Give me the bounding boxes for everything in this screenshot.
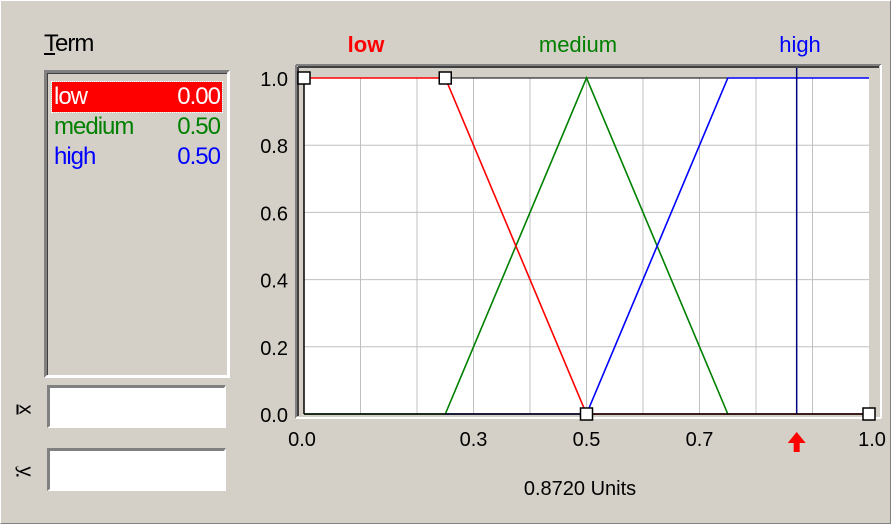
cursor-value-label: 0.8720 Units <box>524 478 636 500</box>
term-item-value: 0.50 <box>177 143 221 170</box>
x-tick-label: 0.5 <box>573 429 601 451</box>
y-tick-label: 0.8 <box>260 136 288 158</box>
x-tick-label: 0.0 <box>288 429 316 451</box>
x-tick-label: 0.3 <box>460 429 488 451</box>
chart-term-title-high: high <box>779 32 821 57</box>
handle-point[interactable] <box>297 71 311 85</box>
term-item-name: medium <box>54 113 134 140</box>
y-tick-label: 0.0 <box>260 405 288 427</box>
term-item-medium[interactable]: medium 0.50 <box>52 112 222 142</box>
x-tick-label: 0.7 <box>686 429 714 451</box>
term-item-high[interactable]: high 0.50 <box>52 142 222 172</box>
cursor-arrow-icon[interactable] <box>787 432 806 452</box>
y-field[interactable] <box>47 448 226 491</box>
y-tick-label: 0.6 <box>260 203 288 225</box>
y-tick-label: 1.0 <box>260 69 288 91</box>
y-tick-label: 0.2 <box>260 338 288 360</box>
term-label: Term <box>44 30 94 58</box>
handle-point[interactable] <box>862 407 876 421</box>
handle-point[interactable] <box>579 407 594 421</box>
term-item-name: low <box>54 83 88 110</box>
term-item-value: 0.50 <box>177 113 221 140</box>
term-item-low[interactable]: low 0.00 <box>51 81 223 113</box>
x-field[interactable] <box>47 385 226 428</box>
term-listbox[interactable]: low 0.00 medium 0.50 high 0.50 <box>44 70 230 378</box>
handle-point[interactable] <box>438 71 452 85</box>
x-tick-label: 1.0 <box>858 429 886 451</box>
y-input[interactable] <box>50 451 224 489</box>
term-item-name: high <box>54 143 96 170</box>
chart-term-title-medium: medium <box>539 32 617 57</box>
term-label-rest: erm <box>55 30 94 57</box>
term-item-value: 0.00 <box>177 83 221 110</box>
term-listbox-inner: low 0.00 medium 0.50 high 0.50 <box>47 73 227 375</box>
term-label-accel: T <box>44 30 56 57</box>
chart-term-title-low: low <box>348 32 386 57</box>
x-input[interactable] <box>50 388 224 426</box>
y-tick-label: 0.4 <box>260 271 288 293</box>
